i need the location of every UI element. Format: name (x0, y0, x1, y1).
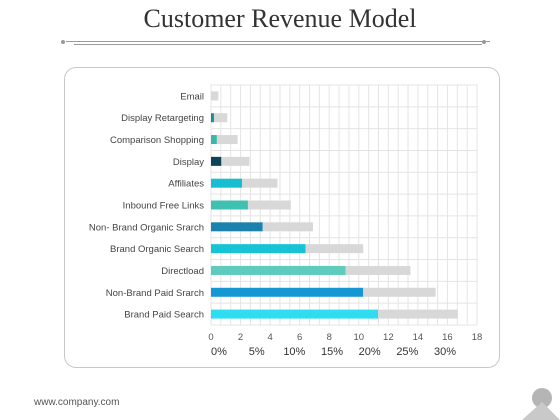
percent-tick-label: 25% (396, 346, 418, 358)
x-tick-label: 18 (472, 332, 483, 343)
bar-remaining (211, 91, 219, 101)
category-label: Brand Paid Search (124, 310, 204, 321)
category-label: Non-Brand Paid Srarch (106, 288, 204, 299)
category-label: Comparison Shopping (110, 135, 204, 146)
x-tick-label: 10 (353, 332, 364, 343)
percent-tick-label: 20% (359, 346, 381, 358)
bar-remaining (242, 178, 278, 188)
bar-remaining (216, 135, 238, 145)
bar-remaining (345, 265, 411, 275)
x-tick-label: 4 (267, 332, 272, 343)
bar-actual (211, 309, 378, 319)
page-title: Customer Revenue Model (143, 4, 417, 33)
x-tick-label: 0 (208, 332, 213, 343)
bar-remaining (247, 200, 291, 210)
bar-actual (211, 200, 248, 210)
category-label: Affiliates (168, 179, 204, 190)
bar-actual (211, 244, 306, 254)
bar-actual (211, 135, 217, 145)
bar-remaining (262, 222, 313, 232)
bar-remaining (305, 244, 364, 254)
bar-remaining (377, 309, 458, 319)
percent-tick-label: 5% (249, 346, 265, 358)
bar-actual (211, 113, 214, 123)
category-label: Non- Brand Organic Srarch (89, 222, 204, 233)
category-label: Display Retargeting (121, 113, 204, 124)
bar-remaining (363, 287, 436, 297)
category-label: Brand Organic Search (110, 244, 204, 255)
x-tick-label: 6 (297, 332, 302, 343)
footer-url: www.company.com (34, 397, 120, 408)
bar-actual (211, 178, 243, 188)
category-label: Inbound Free Links (123, 201, 205, 212)
category-label: Email (180, 91, 204, 102)
bar-actual (211, 156, 222, 166)
percent-tick-label: 0% (211, 346, 227, 358)
percent-tick-label: 30% (434, 346, 456, 358)
percent-tick-label: 15% (321, 346, 343, 358)
x-tick-label: 12 (383, 332, 394, 343)
category-label: Directload (161, 266, 204, 277)
title-divider-bottom (74, 44, 482, 45)
bar-remaining (221, 156, 250, 166)
percent-tick-label: 10% (283, 346, 305, 358)
category-label: Display (173, 157, 204, 168)
bar-actual (211, 222, 263, 232)
bar-remaining (213, 113, 228, 123)
bar-actual (211, 265, 346, 275)
bar-actual (211, 287, 364, 297)
x-tick-label: 16 (442, 332, 453, 343)
x-tick-label: 14 (413, 332, 424, 343)
divider-dot-left (61, 40, 65, 44)
company-logo-icon (522, 388, 560, 420)
divider-dot-right (482, 40, 486, 44)
x-tick-label: 2 (238, 332, 243, 343)
x-tick-label: 8 (327, 332, 332, 343)
title-divider-top (66, 41, 490, 42)
